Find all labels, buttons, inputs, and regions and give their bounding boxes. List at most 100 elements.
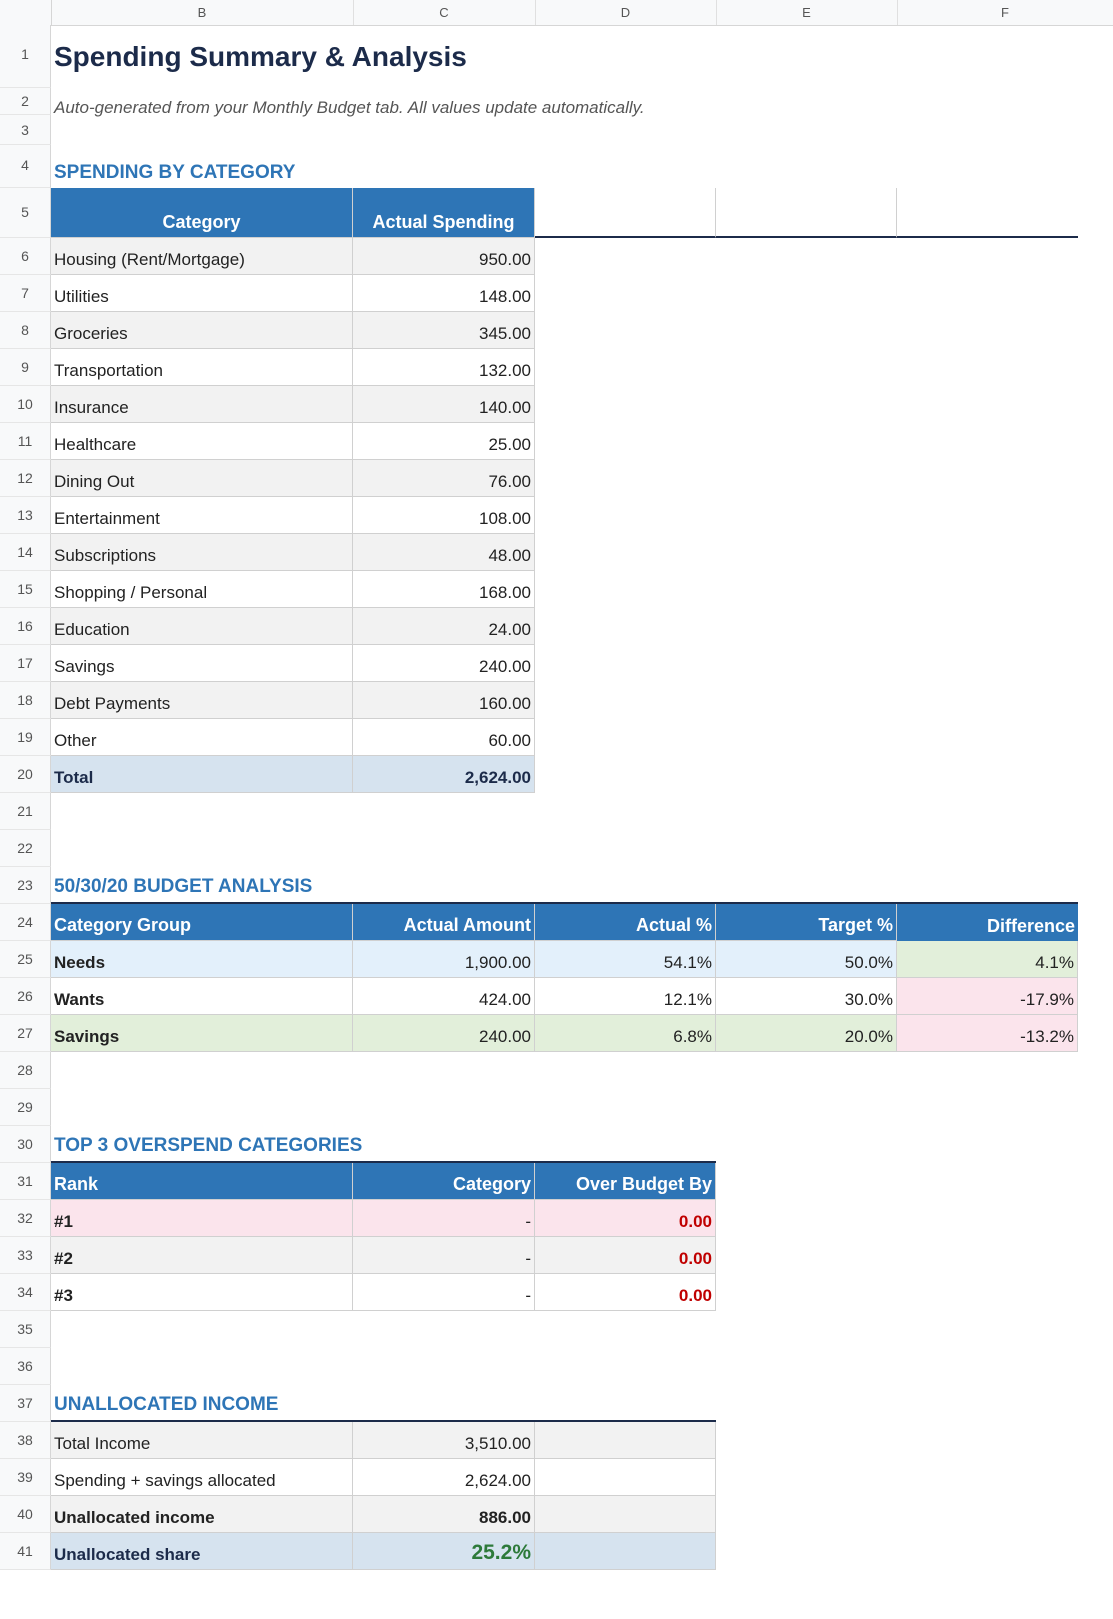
row-header[interactable]: 23 bbox=[0, 867, 51, 904]
empty-cell[interactable] bbox=[535, 1422, 716, 1459]
amount-cell[interactable]: 240.00 bbox=[353, 645, 535, 682]
row-header[interactable]: 17 bbox=[0, 645, 51, 682]
group-cell[interactable]: Needs bbox=[51, 941, 353, 978]
row-header[interactable]: 10 bbox=[0, 386, 51, 423]
header-actual-spending[interactable]: Actual Spending bbox=[353, 188, 535, 238]
row-header[interactable]: 38 bbox=[0, 1422, 51, 1459]
amount-cell[interactable]: 132.00 bbox=[353, 349, 535, 386]
row-header[interactable]: 28 bbox=[0, 1052, 51, 1089]
category-cell[interactable]: Healthcare bbox=[51, 423, 353, 460]
over-budget-cell[interactable]: 0.00 bbox=[535, 1274, 716, 1311]
amount-cell[interactable]: 345.00 bbox=[353, 312, 535, 349]
row-header[interactable]: 9 bbox=[0, 349, 51, 386]
row-header[interactable]: 2 bbox=[0, 88, 51, 115]
category-cell[interactable]: Debt Payments bbox=[51, 682, 353, 719]
category-cell[interactable]: Other bbox=[51, 719, 353, 756]
rank-cell[interactable]: #1 bbox=[51, 1200, 353, 1237]
header-over-budget-by[interactable]: Over Budget By bbox=[535, 1163, 716, 1200]
row-header[interactable]: 16 bbox=[0, 608, 51, 645]
target-pct-cell[interactable]: 30.0% bbox=[716, 978, 897, 1015]
group-cell[interactable]: Wants bbox=[51, 978, 353, 1015]
row-header[interactable]: 33 bbox=[0, 1237, 51, 1274]
header-actual-amount[interactable]: Actual Amount bbox=[353, 904, 535, 941]
category-cell[interactable]: Transportation bbox=[51, 349, 353, 386]
amount-cell[interactable]: 168.00 bbox=[353, 571, 535, 608]
amount-cell[interactable]: 160.00 bbox=[353, 682, 535, 719]
category-cell[interactable]: Subscriptions bbox=[51, 534, 353, 571]
unallocated-value[interactable]: 886.00 bbox=[353, 1496, 535, 1533]
target-pct-cell[interactable]: 50.0% bbox=[716, 941, 897, 978]
rank-cell[interactable]: #2 bbox=[51, 1237, 353, 1274]
category-cell[interactable]: Utilities bbox=[51, 275, 353, 312]
row-header[interactable]: 20 bbox=[0, 756, 51, 793]
total-income-label[interactable]: Total Income bbox=[51, 1422, 353, 1459]
empty-cell[interactable] bbox=[535, 1496, 716, 1533]
row-header[interactable]: 27 bbox=[0, 1015, 51, 1052]
rank-cell[interactable]: #3 bbox=[51, 1274, 353, 1311]
unallocated-share-value[interactable]: 25.2% bbox=[353, 1533, 535, 1570]
target-pct-cell[interactable]: 20.0% bbox=[716, 1015, 897, 1052]
row-header[interactable]: 12 bbox=[0, 460, 51, 497]
over-budget-cell[interactable]: 0.00 bbox=[535, 1200, 716, 1237]
amount-cell[interactable]: 950.00 bbox=[353, 238, 535, 275]
header-target-pct[interactable]: Target % bbox=[716, 904, 897, 941]
row-header[interactable]: 26 bbox=[0, 978, 51, 1015]
amount-cell[interactable]: 148.00 bbox=[353, 275, 535, 312]
category-cell[interactable]: - bbox=[353, 1200, 535, 1237]
header-rank[interactable]: Rank bbox=[51, 1163, 353, 1200]
header-category-group[interactable]: Category Group bbox=[51, 904, 353, 941]
select-all-corner[interactable] bbox=[0, 0, 52, 25]
amount-cell[interactable]: 76.00 bbox=[353, 460, 535, 497]
row-header[interactable]: 5 bbox=[0, 188, 51, 238]
row-header[interactable]: 36 bbox=[0, 1348, 51, 1385]
row-header[interactable]: 39 bbox=[0, 1459, 51, 1496]
total-income-value[interactable]: 3,510.00 bbox=[353, 1422, 535, 1459]
row-header[interactable]: 14 bbox=[0, 534, 51, 571]
allocated-value[interactable]: 2,624.00 bbox=[353, 1459, 535, 1496]
row-header[interactable]: 29 bbox=[0, 1089, 51, 1126]
row-header[interactable]: 15 bbox=[0, 571, 51, 608]
amount-cell[interactable]: 108.00 bbox=[353, 497, 535, 534]
category-cell[interactable]: Dining Out bbox=[51, 460, 353, 497]
actual-pct-cell[interactable]: 54.1% bbox=[535, 941, 716, 978]
empty-cell[interactable] bbox=[716, 188, 897, 238]
empty-cell[interactable] bbox=[535, 1459, 716, 1496]
row-header[interactable]: 21 bbox=[0, 793, 51, 830]
row-header[interactable]: 19 bbox=[0, 719, 51, 756]
total-label[interactable]: Total bbox=[51, 756, 353, 793]
empty-cell[interactable] bbox=[897, 188, 1078, 238]
row-header[interactable]: 1 bbox=[0, 25, 51, 88]
row-header[interactable]: 35 bbox=[0, 1311, 51, 1348]
column-header-f[interactable]: F bbox=[897, 0, 1113, 25]
amount-cell[interactable]: 140.00 bbox=[353, 386, 535, 423]
actual-pct-cell[interactable]: 6.8% bbox=[535, 1015, 716, 1052]
row-header[interactable]: 31 bbox=[0, 1163, 51, 1200]
unallocated-share-label[interactable]: Unallocated share bbox=[51, 1533, 353, 1570]
row-header[interactable]: 3 bbox=[0, 115, 51, 145]
category-cell[interactable]: - bbox=[353, 1274, 535, 1311]
category-cell[interactable]: Entertainment bbox=[51, 497, 353, 534]
category-cell[interactable]: Insurance bbox=[51, 386, 353, 423]
amount-cell[interactable]: 48.00 bbox=[353, 534, 535, 571]
row-header[interactable]: 13 bbox=[0, 497, 51, 534]
column-header-d[interactable]: D bbox=[535, 0, 717, 25]
category-cell[interactable]: - bbox=[353, 1237, 535, 1274]
row-header[interactable]: 22 bbox=[0, 830, 51, 867]
allocated-label[interactable]: Spending + savings allocated bbox=[51, 1459, 353, 1496]
row-header[interactable]: 24 bbox=[0, 904, 51, 941]
actual-pct-cell[interactable]: 12.1% bbox=[535, 978, 716, 1015]
row-header[interactable]: 32 bbox=[0, 1200, 51, 1237]
category-cell[interactable]: Shopping / Personal bbox=[51, 571, 353, 608]
row-header[interactable]: 4 bbox=[0, 145, 51, 188]
amount-cell[interactable]: 1,900.00 bbox=[353, 941, 535, 978]
row-header[interactable]: 41 bbox=[0, 1533, 51, 1570]
row-header[interactable]: 37 bbox=[0, 1385, 51, 1422]
amount-cell[interactable]: 240.00 bbox=[353, 1015, 535, 1052]
header-category[interactable]: Category bbox=[51, 188, 353, 238]
row-header[interactable]: 34 bbox=[0, 1274, 51, 1311]
empty-cell[interactable] bbox=[535, 188, 716, 238]
difference-cell[interactable]: -17.9% bbox=[897, 978, 1078, 1015]
header-difference[interactable]: Difference bbox=[897, 904, 1078, 941]
difference-cell[interactable]: -13.2% bbox=[897, 1015, 1078, 1052]
row-header[interactable]: 25 bbox=[0, 941, 51, 978]
